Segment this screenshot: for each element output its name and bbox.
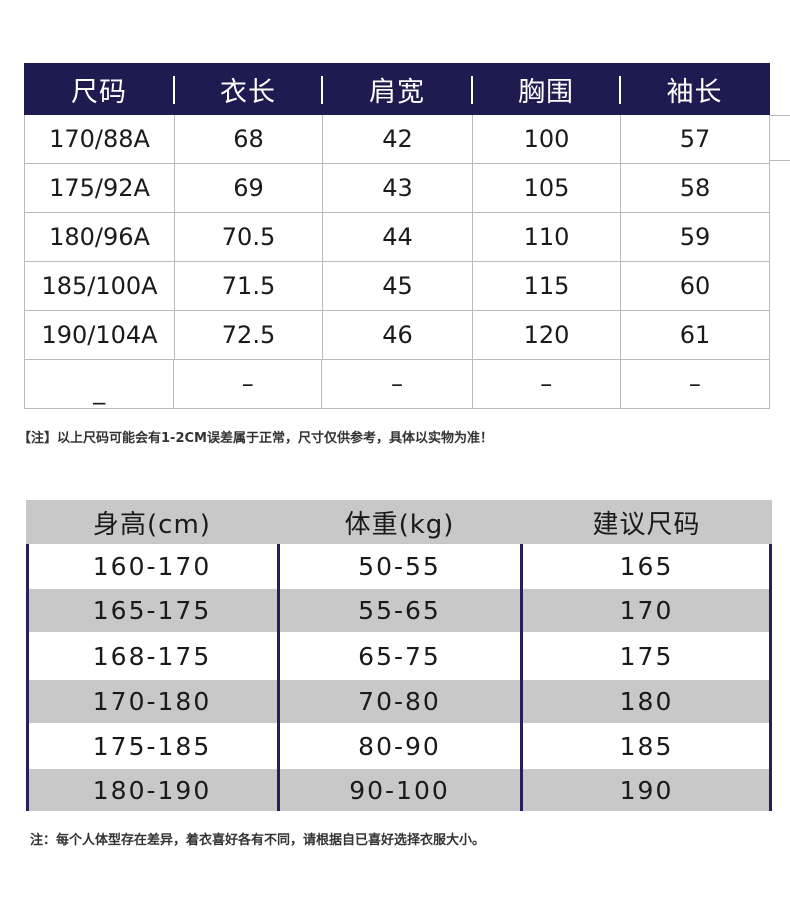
shoulder-cell: 42 — [323, 115, 473, 163]
header-cell: 胸围 — [472, 63, 621, 115]
length-cell: – — [174, 360, 323, 408]
chest-cell: 110 — [473, 213, 621, 261]
sleeve-cell: 60 — [621, 262, 770, 310]
sleeve-cell: 57 — [621, 115, 770, 163]
table-row: 190/104A 72.5 46 120 61 — [25, 311, 770, 360]
weight-cell: 65-75 — [358, 641, 441, 671]
size-cell: 170/88A — [25, 115, 175, 163]
size-chart-table: 尺码 衣长 肩宽 胸围 袖长 170/88A 68 42 100 57 175/… — [24, 63, 790, 409]
length-cell: 68 — [175, 115, 323, 163]
table-row: 180-190 90-100 190 — [26, 769, 772, 811]
table-row: 175-185 80-90 185 — [26, 723, 772, 769]
recommendation-header: 身高(cm) 体重(kg) 建议尺码 — [26, 500, 772, 544]
header-cell: 袖长 — [666, 76, 723, 108]
header-cell-height: 身高(cm) — [93, 509, 211, 540]
sleeve-cell: 59 — [621, 213, 770, 261]
weight-cell: 70-80 — [358, 687, 441, 716]
shoulder-cell: – — [322, 360, 473, 408]
header-cell-weight: 体重(kg) — [344, 509, 455, 540]
length-cell: 69 — [175, 164, 323, 212]
header-cell-size: 建议尺码 — [592, 509, 701, 540]
height-cell: 170-180 — [92, 687, 212, 716]
height-cell: 165-175 — [92, 596, 212, 625]
chest-cell: 115 — [473, 262, 621, 310]
size-cell: 190/104A — [25, 311, 175, 359]
table-row: 165-175 55-65 170 — [26, 589, 772, 632]
shoulder-cell: 45 — [323, 262, 473, 310]
size-chart-note: 【注】以上尺码可能会有1-2CM误差属于正常，尺寸仅供参考，具体以实物为准！ — [18, 431, 493, 446]
sleeve-cell: 61 — [621, 311, 770, 359]
size-cell: 180/96A — [25, 213, 175, 261]
size-cell: _ — [25, 360, 175, 408]
size-cell: 180 — [619, 687, 674, 716]
shoulder-cell: 44 — [323, 213, 473, 261]
length-cell: 70.5 — [175, 213, 323, 261]
size-cell: 175/92A — [25, 164, 175, 212]
column-divider — [277, 544, 280, 811]
header-cell: 衣长 — [174, 63, 323, 115]
size-cell: 170 — [619, 596, 674, 625]
sleeve-cell: 58 — [621, 164, 770, 212]
chest-cell: 105 — [473, 164, 621, 212]
header-cell: 尺码 — [24, 63, 175, 115]
sleeve-cell: – — [621, 360, 770, 408]
length-cell: 72.5 — [175, 311, 323, 359]
table-row: _ – – – – — [25, 360, 770, 409]
height-cell: 160-170 — [92, 552, 212, 581]
header-cell: 肩宽 — [322, 63, 473, 115]
weight-cell: 90-100 — [349, 775, 450, 805]
weight-cell: 55-65 — [358, 596, 441, 625]
height-cell: 168-175 — [92, 641, 212, 671]
table-row: 180/96A 70.5 44 110 59 — [25, 213, 770, 262]
size-cell: 185 — [619, 731, 674, 761]
height-cell: 180-190 — [92, 775, 212, 805]
length-cell: 71.5 — [175, 262, 323, 310]
size-cell: 165 — [619, 552, 674, 581]
size-cell: 185/100A — [25, 262, 175, 310]
table-row: 160-170 50-55 165 — [26, 544, 772, 589]
chest-cell: 120 — [473, 311, 621, 359]
table-row: 170-180 70-80 180 — [26, 680, 772, 723]
table-row: 175/92A 69 43 105 58 — [25, 164, 770, 213]
shoulder-cell: 46 — [323, 311, 473, 359]
size-recommendation-table: 身高(cm) 体重(kg) 建议尺码 160-170 50-55 165 165… — [26, 500, 772, 811]
column-divider — [520, 544, 523, 811]
column-divider — [26, 544, 29, 811]
size-cell: 175 — [619, 641, 674, 671]
table-row: 170/88A 68 42 100 57 — [25, 115, 790, 164]
table-row: 185/100A 71.5 45 115 60 — [25, 262, 770, 311]
chest-cell: 100 — [473, 115, 621, 163]
weight-cell: 80-90 — [358, 731, 441, 761]
recommendation-note: 注：每个人体型存在差异，着衣喜好各有不同，请根据自已喜好选择衣服大小。 — [30, 833, 486, 848]
weight-cell: 50-55 — [358, 552, 441, 581]
table-row: 168-175 65-75 175 — [26, 632, 772, 680]
size-cell: 190 — [619, 775, 674, 805]
column-divider — [769, 544, 772, 811]
size-chart-header: 尺码 衣长 肩宽 胸围 袖长 — [24, 63, 770, 115]
chest-cell: – — [473, 360, 621, 408]
shoulder-cell: 43 — [323, 164, 473, 212]
height-cell: 175-185 — [92, 731, 212, 761]
